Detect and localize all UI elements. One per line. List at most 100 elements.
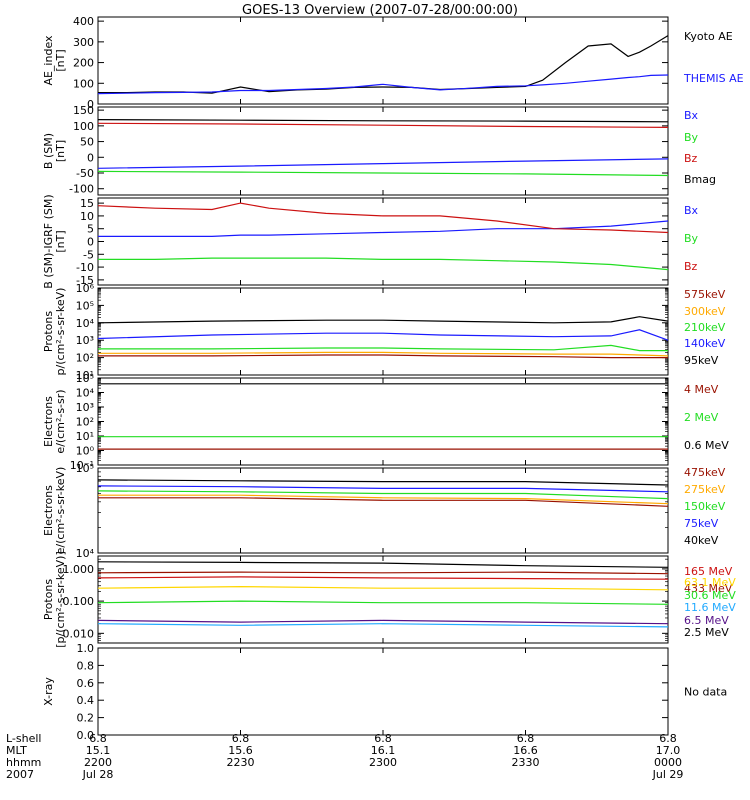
y-tick-label: 10² [76,352,94,365]
legend-entry: 11.6 MeV [684,601,736,614]
y-tick-label: 5 [87,223,94,236]
series-line-2.5-mev [97,561,669,568]
y-tick-label: 400 [73,15,94,28]
panel-frame [97,647,669,736]
y-tick-label: -50 [76,167,94,180]
time-axis-tick-label: 6.8 [232,732,250,745]
panel-frame [97,377,669,466]
y-axis-label: Protons [42,579,55,620]
y-axis-label: X-ray [42,677,55,706]
series-line-475kev [98,497,669,507]
series-line-30.6-mev [97,600,669,605]
time-axis-row-label: L-shell [6,732,42,745]
series-line-bz [97,122,669,128]
legend-entry: Bmag [684,173,716,186]
figure-title: GOES-13 Overview (2007-07-28/00:00:00) [242,3,518,18]
y-tick-label: 10³ [76,401,94,414]
time-axis-row-label: hhmm [6,756,41,769]
y-axis-label: [nT] [54,49,67,71]
y-tick-label: 10⁴ [76,317,95,330]
time-axis-tick-label: 2330 [512,756,540,769]
y-tick-label: 1.000 [63,563,95,576]
y-tick-label: 0 [87,236,94,249]
y-axis-label: Protons [42,311,55,352]
y-tick-label: -10 [76,261,94,274]
series-line-by [98,257,669,271]
series-line-bmag [97,119,669,123]
y-axis-label: [nT] [54,230,67,252]
time-axis-tick-label: 2300 [369,756,397,769]
y-axis-label: [nT] [54,140,67,162]
y-tick-label: 10⁴ [76,547,95,560]
panel-frame [97,197,669,286]
time-axis-tick-label: 2230 [227,756,255,769]
series-line-bz [97,202,669,234]
panel-ae: 0 100 200 300 400 AE_index [nT] Kyoto AE THEMIS … [42,15,744,111]
panel-frame [97,16,669,105]
legend-entry: Bz [684,152,698,165]
legend-entry: By [684,232,699,245]
y-tick-label: 1.0 [77,642,95,655]
time-axis-tick-label: Jul 29 [652,768,684,781]
time-axis-tick-label: 2200 [84,756,112,769]
y-axis-label: B (SM)-IGRF (SM) [42,194,55,288]
series-line-210kev [98,344,668,352]
legend-entry: By [684,131,699,144]
y-tick-label: -5 [83,248,94,261]
time-axis-row-label: 2007 [6,768,34,781]
time-axis-tick-label: 16.6 [513,744,538,757]
series-line-95kev [97,316,669,324]
y-tick-label: 10⁻¹ [70,459,94,472]
legend-entry: 30.6 MeV [684,589,736,602]
legend-entry: 75keV [684,517,719,530]
series-line-11.6-mev [97,623,669,628]
legend-entry: Bx [684,109,699,122]
y-tick-label: 10⁵ [76,299,94,312]
y-tick-label: -100 [69,183,94,196]
legend-entry: Kyoto AE [684,30,733,43]
panel-protons1: 10¹ 10² 10³ 10⁴ 10⁵ 10⁶ Protons p/(cm²-s-sr-keV… [42,282,726,382]
panel-frame [97,287,669,376]
series-line-275kev [98,494,669,505]
legend-entry: 433 MeV [684,582,733,595]
legend-entry: 575keV [684,288,726,301]
y-tick-label: 0.010 [63,627,95,640]
panel-electrons2: 10⁴ 10⁵ Electrons e/(cm²-s-sr-keV) 475keV 275… [42,462,726,560]
y-tick-label: 15 [80,197,94,210]
series-line-140kev [97,329,669,341]
y-axis-label: p/(cm²-s-sr-keV) [54,288,67,376]
y-axis-label: Electrons [42,485,55,536]
legend-entry: 2.5 MeV [684,626,729,639]
time-axis-tick-label: 16.1 [371,744,396,757]
legend-entry: 165 MeV [684,565,733,578]
y-tick-label: 10 [80,210,94,223]
series-line-40kev [97,479,669,486]
legend-entry: 275keV [684,483,726,496]
legend-entry: 140keV [684,337,726,350]
y-tick-label: 300 [73,36,94,49]
time-axis-tick-label: 6.8 [659,732,677,745]
time-axis-tick-label: 17.0 [656,744,681,757]
series-line-75kev [97,485,669,493]
time-axis-tick-label: 15.6 [228,744,253,757]
time-axis-tick-label: 6.8 [374,732,392,745]
legend-entry: 0.6 MeV [684,439,729,452]
y-tick-label: 0.8 [77,659,95,672]
time-axis-tick-label: 6.8 [89,732,107,745]
y-tick-label: 10³ [76,334,94,347]
y-tick-label: 10² [76,416,94,429]
panel-protons2: 0.010 0.100 1.000 Protons [p/(cm²-s-sr-keV)]… [42,551,736,648]
time-axis-tick-label: 15.1 [86,744,111,757]
y-tick-label: -15 [76,274,94,287]
series-line-bx [98,220,669,237]
panel-xray: 0.0 0.2 0.4 0.6 0.8 1.0 X-ray No data [42,642,727,742]
y-axis-label: [p/(cm²-s-sr-keV)] [54,551,67,648]
y-tick-label: 0.6 [77,677,95,690]
series-line-575kev [98,354,668,359]
y-axis-label: AE_index [42,35,55,86]
y-tick-label: 0.0 [77,729,95,742]
y-tick-label: 100 [73,77,94,90]
legend-entry: Bx [684,204,699,217]
